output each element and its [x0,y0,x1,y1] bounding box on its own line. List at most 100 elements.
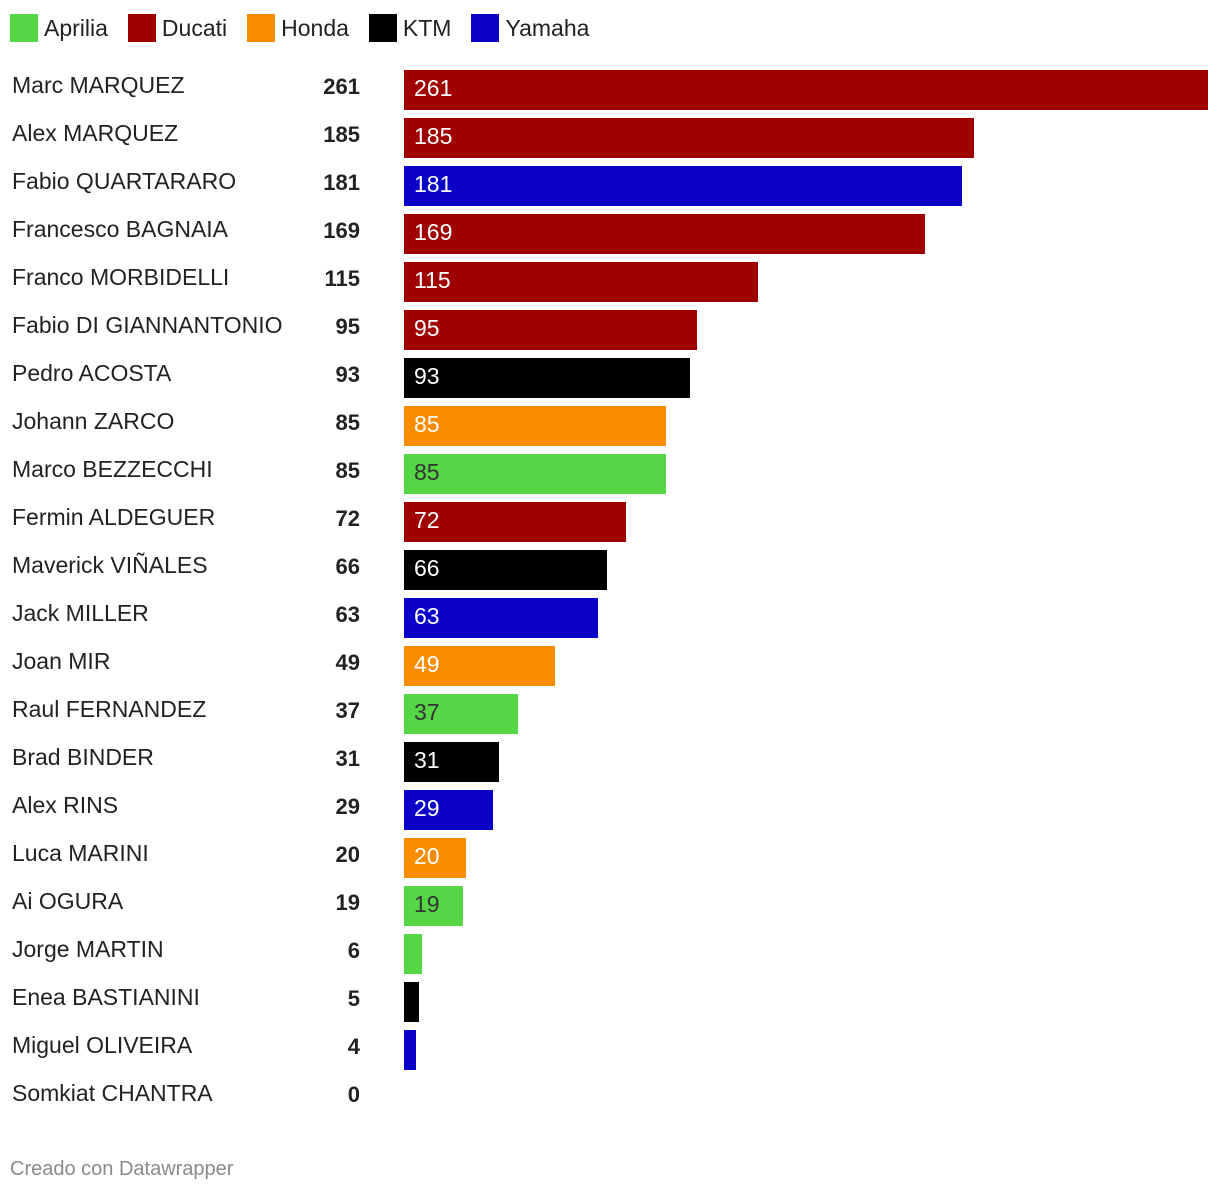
bar-chart: Marc MARQUEZ 261 261 Alex MARQUEZ 185 185 Fabi… [0,70,1220,1118]
rider-name: Brad BINDER [12,744,154,770]
points-label: 181 [323,170,360,195]
chart-row: Somkiat CHANTRA 0 [0,1078,1220,1118]
chart-row: Fermin ALDEGUER 72 72 [0,502,1220,542]
bar [404,262,759,302]
points-label: 93 [335,362,360,387]
legend-swatch [247,14,276,42]
chart-row: Jack MILLER 63 63 [0,598,1220,638]
bar-value-label: 20 [414,843,440,869]
points-label: 85 [335,410,360,435]
rider-name: Fermin ALDEGUER [12,504,216,530]
rider-name: Joan MIR [12,648,111,674]
rider-name: Enea BASTIANINI [12,984,200,1010]
legend-label: Aprilia [44,14,108,41]
points-label: 4 [347,1034,360,1059]
bar [404,790,494,830]
rider-name: Franco MORBIDELLI [12,264,230,290]
bar-value-label: 63 [414,603,440,629]
bar-value-label: 115 [414,267,451,293]
bar-value-label: 37 [414,699,440,725]
chart-row: Johann ZARCO 85 85 [0,406,1220,446]
bar [404,694,518,734]
rider-name: Alex MARQUEZ [12,120,179,146]
legend: Aprilia Ducati Honda KTM Yamaha [10,12,609,44]
bar-value-label: 181 [414,171,453,197]
points-label: 19 [335,890,360,915]
chart-row: Brad BINDER 31 31 [0,742,1220,782]
bar-value-label: 31 [414,747,440,773]
legend-item: Yamaha [471,14,589,42]
legend-label: Honda [281,14,349,41]
rider-name: Alex RINS [12,792,119,818]
legend-swatch [471,14,500,42]
bar-value-label: 29 [414,795,440,821]
bar [404,742,500,782]
bar [404,502,626,542]
bar [404,454,666,494]
chart-row: Joan MIR 49 49 [0,646,1220,686]
legend-label: Yamaha [505,14,590,41]
chart-row: Ai OGURA 19 19 [0,886,1220,926]
bar [404,70,1208,110]
bar [404,550,608,590]
bar [404,166,962,206]
rider-name: Miguel OLIVEIRA [12,1032,193,1058]
bar-value-label: 93 [414,363,440,389]
rider-name: Marc MARQUEZ [12,72,185,98]
bar-value-label: 95 [414,315,440,341]
bar [404,358,691,398]
legend-item: Aprilia [10,14,108,42]
bar [404,646,555,686]
points-label: 0 [347,1082,360,1107]
chart-row: Raul FERNANDEZ 37 37 [0,694,1220,734]
bar [404,310,697,350]
chart-row: Enea BASTIANINI 5 [0,982,1220,1022]
bar [404,982,420,1022]
bar [404,886,463,926]
bar-value-label: 85 [414,411,440,437]
bar [404,406,666,446]
points-label: 169 [323,218,360,243]
bar-value-label: 19 [414,891,440,917]
chart-row: Marc MARQUEZ 261 261 [0,70,1220,110]
bar [404,1030,417,1070]
chart-row: Miguel OLIVEIRA 4 [0,1030,1220,1070]
rider-name: Fabio QUARTARARO [12,168,237,194]
bar-value-label: 72 [414,507,440,533]
rider-name: Pedro ACOSTA [12,360,172,386]
rider-name: Ai OGURA [12,888,124,914]
chart-row: Fabio QUARTARARO 181 181 [0,166,1220,206]
bar-value-label: 85 [414,459,440,485]
legend-swatch [368,14,397,42]
bar-value-label: 261 [414,75,453,101]
bar-value-label: 49 [414,651,440,677]
legend-swatch [127,14,156,42]
chart-row: Marco BEZZECCHI 85 85 [0,454,1220,494]
footer-credit: Creado con Datawrapper [10,1158,234,1180]
rider-name: Fabio DI GIANNANTONIO [12,312,283,338]
chart-row: Luca MARINI 20 20 [0,838,1220,878]
legend-item: Ducati [127,14,227,42]
legend-swatch [10,14,38,42]
points-label: 261 [323,74,360,99]
bar [404,118,974,158]
points-label: 49 [335,650,360,675]
legend-label: KTM [402,14,452,41]
bar [404,598,599,638]
legend-item: KTM [368,14,452,42]
chart-row: Franco MORBIDELLI 115 115 [0,262,1220,302]
rider-name: Maverick VIÑALES [12,552,208,578]
points-label: 37 [335,698,360,723]
points-label: 95 [335,314,360,339]
rider-name: Somkiat CHANTRA [12,1080,213,1106]
points-label: 6 [347,938,360,963]
points-label: 5 [347,986,360,1011]
points-label: 72 [335,506,360,531]
rider-name: Luca MARINI [12,840,149,866]
chart-row: Francesco BAGNAIA 169 169 [0,214,1220,254]
points-label: 115 [324,266,361,291]
rider-name: Jorge MARTIN [12,936,164,962]
bar [404,214,925,254]
rider-name: Jack MILLER [12,600,149,626]
points-label: 31 [335,746,360,771]
